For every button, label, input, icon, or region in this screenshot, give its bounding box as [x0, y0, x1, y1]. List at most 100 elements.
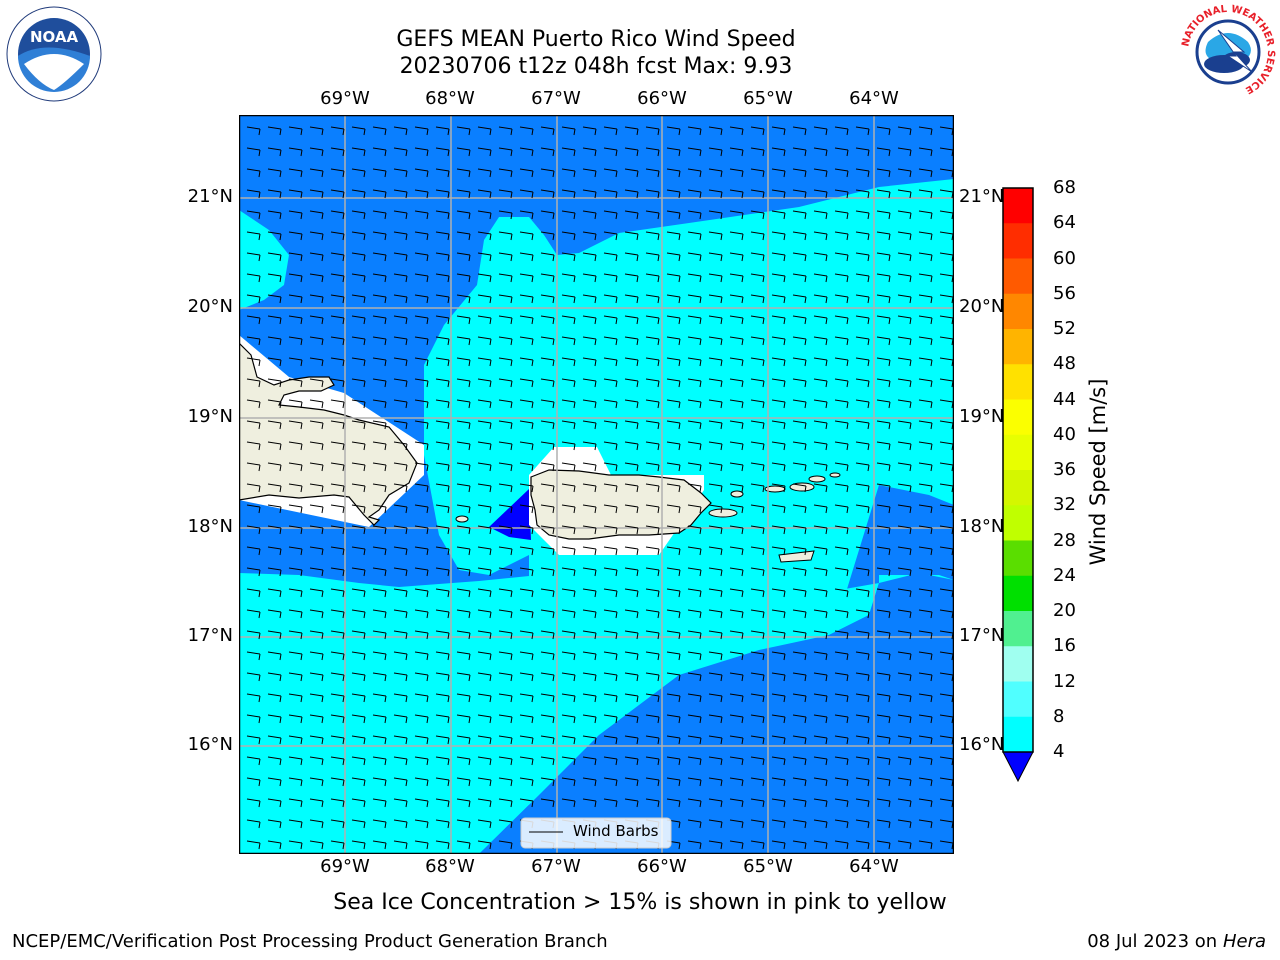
wind-barb [477, 588, 492, 598]
wind-barb [456, 651, 471, 661]
wind-barb [330, 735, 345, 745]
wind-barb [309, 840, 324, 850]
wind-barb [267, 798, 282, 808]
wind-barb [708, 294, 723, 304]
wind-barb [624, 588, 639, 598]
wind-barb [729, 714, 744, 724]
wind-barb [918, 756, 933, 766]
wind-barb [435, 147, 450, 157]
wind-barb [498, 756, 513, 766]
wind-barb [708, 420, 723, 430]
wind-barb [897, 483, 912, 493]
wind-barb [477, 630, 492, 640]
wind-barb [309, 315, 324, 325]
island [455, 515, 469, 523]
wind-barb [267, 735, 282, 745]
wind-barb [687, 777, 702, 787]
wind-barb [813, 378, 828, 388]
wind-barb [540, 651, 555, 661]
colorbar-tick-label: 32 [1053, 494, 1076, 516]
wind-barb [687, 315, 702, 325]
wind-barb [834, 210, 849, 220]
wind-barb [393, 126, 408, 136]
wind-barb [267, 672, 282, 682]
wind-barb [414, 588, 429, 598]
wind-barb [456, 168, 471, 178]
colorbar-tick-label: 60 [1053, 247, 1076, 269]
wind-barb [498, 462, 513, 472]
wind-barb [876, 504, 891, 514]
wind-barb [603, 315, 618, 325]
wind-barb [414, 609, 429, 619]
wind-barb [393, 483, 408, 493]
wind-barb [309, 294, 324, 304]
wind-barb [309, 546, 324, 556]
wind-barb [876, 315, 891, 325]
wind-barb [456, 315, 471, 325]
wind-barb [729, 189, 744, 199]
wind-barb [876, 567, 891, 577]
wind-barb [477, 840, 492, 850]
wind-barb [750, 504, 765, 514]
wind-barb [267, 525, 282, 535]
wind-barb [267, 756, 282, 766]
wind-barb [246, 840, 261, 850]
wind-barb [435, 441, 450, 451]
wind-barb [477, 231, 492, 241]
wind-barb [372, 273, 387, 283]
wind-barb [540, 420, 555, 430]
wind-barb [246, 525, 261, 535]
wind-barb [624, 609, 639, 619]
wind-barb [498, 483, 513, 493]
wind-barb [351, 756, 366, 766]
wind-barb [834, 483, 849, 493]
lon-label-bottom: 65°W [743, 856, 793, 877]
colorbar-block [1003, 540, 1033, 577]
wind-barb [918, 651, 933, 661]
wind-barb [267, 399, 282, 409]
wind-barb [456, 840, 471, 850]
wind-barb [288, 546, 303, 556]
colorbar-tick-label: 8 [1053, 705, 1065, 727]
wind-barb [246, 504, 261, 514]
wind-barb [876, 168, 891, 178]
wind-barb [540, 168, 555, 178]
wind-barb [645, 378, 660, 388]
wind-barb [372, 294, 387, 304]
wind-barb [540, 147, 555, 157]
wind-barb [855, 399, 870, 409]
wind-barb [918, 588, 933, 598]
wind-barb [792, 252, 807, 262]
wind-barb [330, 336, 345, 346]
wind-barb [246, 336, 261, 346]
colorbar-tick-label: 4 [1053, 741, 1065, 762]
wind-barb [561, 231, 576, 241]
wind-barb [246, 294, 261, 304]
wind-barb [372, 672, 387, 682]
wind-barb [561, 609, 576, 619]
wind-barb [708, 630, 723, 640]
wind-barb [729, 798, 744, 808]
wind-barb [666, 588, 681, 598]
wind-barb [351, 315, 366, 325]
wind-barb [666, 357, 681, 367]
wind-barb [309, 441, 324, 451]
lon-label-top: 68°W [425, 88, 475, 109]
wind-barb [582, 252, 597, 262]
wind-barb [351, 252, 366, 262]
wind-barb [498, 147, 513, 157]
wind-barb [750, 210, 765, 220]
wind-barb [729, 168, 744, 178]
wind-barb [918, 693, 933, 703]
wind-barb [876, 735, 891, 745]
wind-barb [561, 756, 576, 766]
wind-barb [645, 147, 660, 157]
wind-barb [477, 399, 492, 409]
colorbar-tick-label: 40 [1053, 423, 1076, 445]
wind-barb [582, 168, 597, 178]
wind-barb [540, 630, 555, 640]
wind-barb [918, 357, 933, 367]
colorbar [1002, 187, 1034, 783]
wind-barb [456, 609, 471, 619]
wind-barb [897, 504, 912, 514]
